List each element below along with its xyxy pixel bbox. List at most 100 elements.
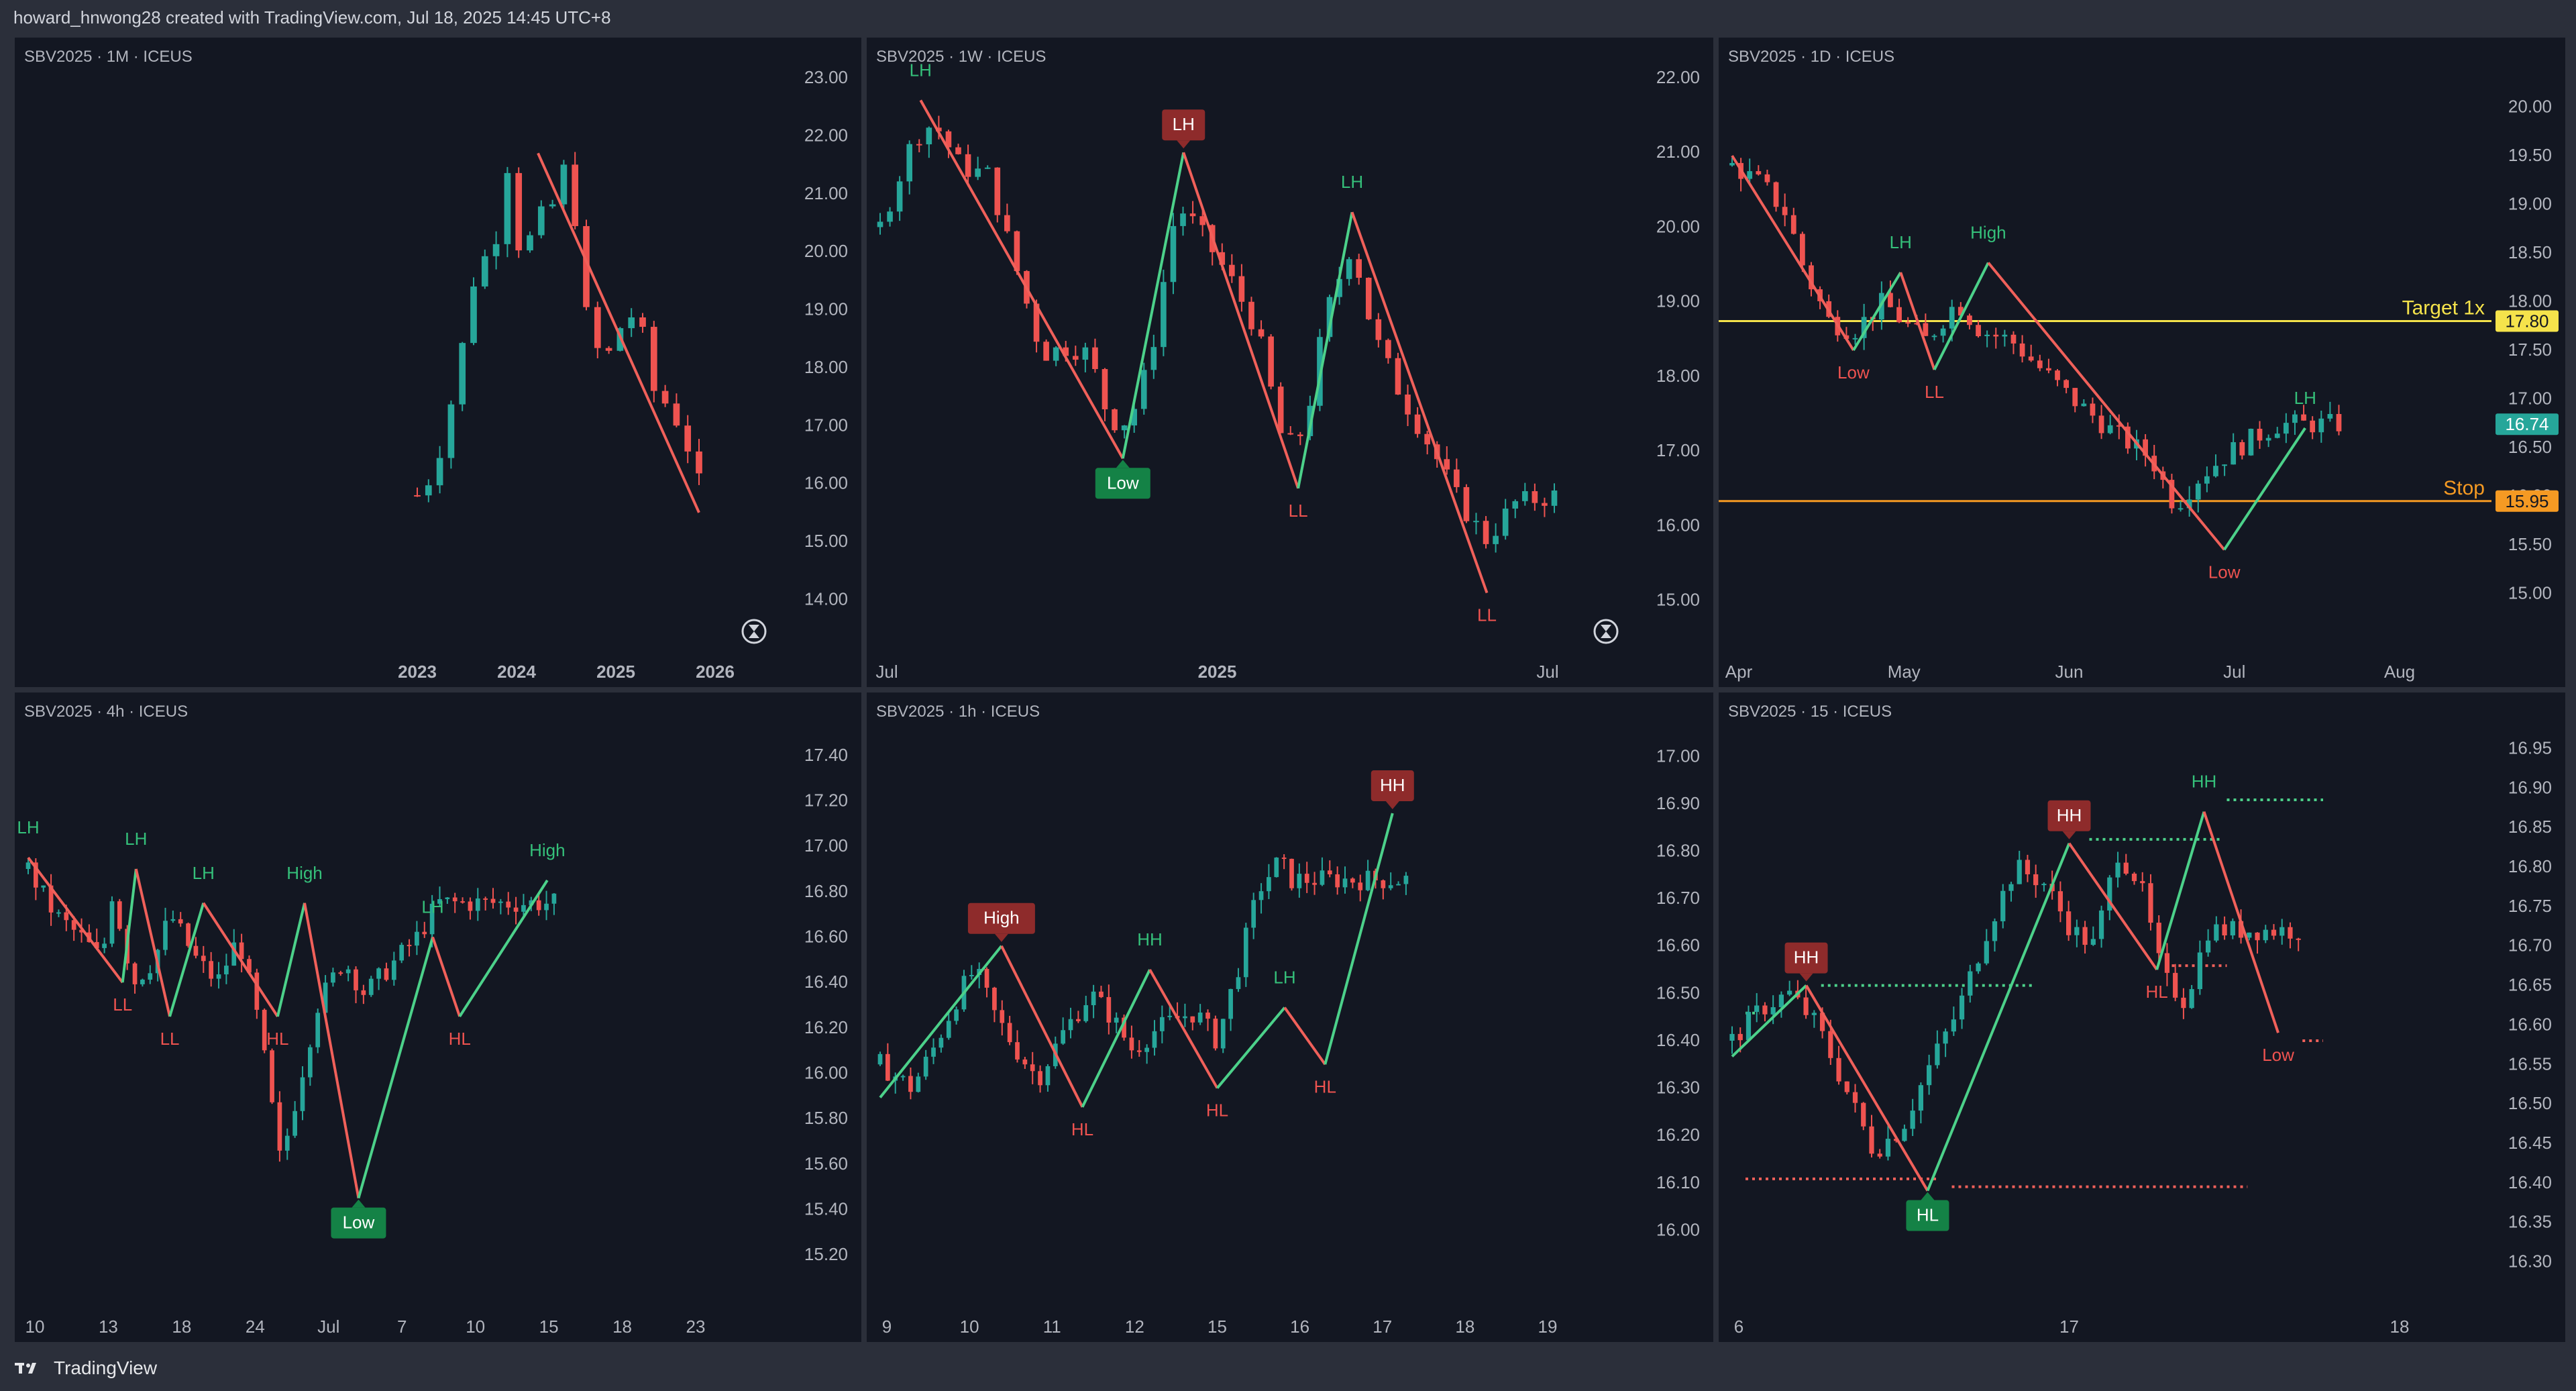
candle-body xyxy=(1190,1016,1195,1023)
candle-body xyxy=(277,1102,282,1151)
candle-body xyxy=(1083,1005,1089,1021)
zigzag-segment xyxy=(357,936,434,1199)
candle-body xyxy=(1403,876,1409,884)
candle-body xyxy=(2057,891,2063,912)
candle-body xyxy=(178,919,183,924)
footer-brand-label: TradingView xyxy=(54,1357,158,1378)
candle-body xyxy=(1957,307,1964,316)
candle-body xyxy=(916,1076,921,1092)
zigzag-segment xyxy=(2155,811,2206,970)
candle-body xyxy=(94,941,99,948)
zigzag-segment xyxy=(537,152,700,513)
y-tick-label: 18.00 xyxy=(2508,291,2552,311)
candle-body xyxy=(231,942,237,966)
candle-body xyxy=(447,404,455,458)
chart-svg: SBV2025 · 15 · ICEUS 16.95 16.90 16.85 16.80… xyxy=(1728,703,2552,1337)
pivot-label-text: LH xyxy=(125,829,147,849)
footer-brand: TradingView xyxy=(0,1345,2576,1391)
candle-body xyxy=(1243,927,1248,978)
candle-body xyxy=(64,912,69,921)
pivot-label-text: HL xyxy=(1917,1205,1939,1225)
candle-body xyxy=(1396,884,1401,886)
candle-body xyxy=(224,966,229,975)
y-tick-label: 15.00 xyxy=(804,531,848,551)
candle-body xyxy=(1803,997,1809,1015)
x-tick-label: 18 xyxy=(1455,1317,1474,1337)
chart-panel-1m[interactable]: SBV2025 · 1M · ICEUS 23.00 22.00 21.00 20.00… xyxy=(15,38,861,687)
candle-body xyxy=(2098,415,2104,433)
candle-body xyxy=(1038,1071,1042,1086)
candle-body xyxy=(415,931,419,946)
candle-body xyxy=(470,286,477,344)
candle-body xyxy=(1502,508,1509,536)
candle-body xyxy=(1320,870,1325,885)
price-level-value: 15.95 xyxy=(2505,491,2548,511)
candle-body xyxy=(572,164,579,226)
y-tick-label: 20.00 xyxy=(2508,97,2552,117)
candle-body xyxy=(1251,900,1256,928)
candle-body xyxy=(1424,433,1430,445)
x-tick-label: Jun xyxy=(2055,662,2084,682)
candle-body xyxy=(527,235,533,251)
pivot-label-box xyxy=(1095,468,1150,499)
candle-body xyxy=(498,901,503,903)
candle-body xyxy=(926,127,932,145)
zigzag-segment xyxy=(919,99,1124,460)
zigzag-segment xyxy=(2222,427,2306,551)
candle-body xyxy=(2025,860,2031,874)
candle-body xyxy=(2090,403,2096,416)
candle-body xyxy=(639,317,646,327)
y-tick-label: 16.85 xyxy=(2508,817,2552,837)
candle-body xyxy=(1030,1064,1035,1072)
zigzag-segment xyxy=(303,903,360,1198)
candle-body xyxy=(537,206,545,236)
candle-body xyxy=(521,905,526,912)
y-tick-label: 17.40 xyxy=(804,745,848,765)
candle-body xyxy=(1335,874,1340,888)
candle-body xyxy=(945,131,952,148)
candle-body xyxy=(936,127,942,132)
candle-body xyxy=(2213,466,2218,476)
candle-body xyxy=(436,458,443,486)
candle-body xyxy=(376,968,381,979)
x-tick-label: Aug xyxy=(2384,662,2415,682)
y-tick-label: 14.00 xyxy=(804,588,848,609)
candle-body xyxy=(483,898,488,900)
candle-body xyxy=(515,172,523,251)
x-tick-label: 15 xyxy=(1208,1317,1227,1337)
candle-body xyxy=(2189,989,2194,1009)
candle-body xyxy=(1385,340,1391,358)
candle-body xyxy=(975,168,981,177)
pivot-label-text: Low xyxy=(343,1213,375,1233)
candle-body xyxy=(163,921,168,950)
candle-body xyxy=(2143,439,2148,456)
chart-panel-1d[interactable]: SBV2025 · 1D · ICEUS 20.00 19.50 19.00 18.50… xyxy=(1719,38,2565,687)
candle-body xyxy=(896,181,903,212)
chart-panel-4h[interactable]: SBV2025 · 4h · ICEUS 17.40 17.20 17.00 16.80… xyxy=(15,692,861,1342)
candle-body xyxy=(2116,425,2122,427)
price-level-label: Stop xyxy=(2443,477,2485,499)
candle-body xyxy=(2222,464,2227,466)
candle-body xyxy=(1213,1019,1218,1049)
y-tick-label: 17.50 xyxy=(2508,340,2552,360)
chart-panel-1w[interactable]: SBV2025 · 1W · ICEUS 22.00 21.00 20.00 19.00… xyxy=(867,38,1713,687)
zigzag-segment xyxy=(1148,969,1219,1089)
candle-body xyxy=(117,901,122,929)
candle-body xyxy=(549,204,556,207)
candle-body xyxy=(650,327,657,391)
candle-body xyxy=(908,1076,913,1092)
zigzag-segment xyxy=(1216,1007,1286,1089)
candle-body xyxy=(1199,216,1205,225)
y-tick-label: 16.70 xyxy=(2508,935,2552,956)
candle-body xyxy=(605,348,612,351)
candle-body xyxy=(1326,297,1333,338)
y-tick-label: 16.95 xyxy=(2508,738,2552,758)
candle-body xyxy=(2197,952,2203,990)
candle-body xyxy=(459,343,466,405)
candle-body xyxy=(2074,927,2080,935)
candle-body xyxy=(391,960,396,980)
chart-panel-1h[interactable]: SBV2025 · 1h · ICEUS 17.00 16.90 16.80 16.70… xyxy=(867,692,1713,1342)
x-tick-label: 7 xyxy=(397,1317,407,1337)
chart-panel-15m[interactable]: SBV2025 · 15 · ICEUS 16.95 16.90 16.85 16.80… xyxy=(1719,692,2565,1342)
candle-body xyxy=(1312,882,1317,885)
